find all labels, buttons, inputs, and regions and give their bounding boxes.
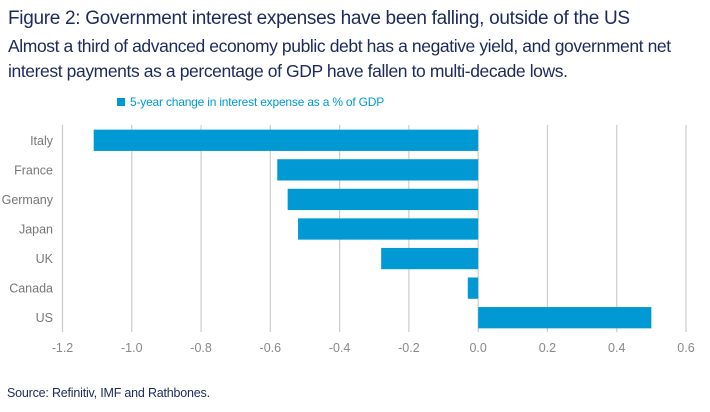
category-label: France — [14, 163, 53, 177]
category-label: Italy — [30, 134, 54, 148]
category-label: Canada — [9, 282, 53, 296]
x-tick-label: 0.2 — [539, 341, 556, 355]
legend-swatch — [117, 98, 125, 106]
bar-us — [478, 307, 652, 329]
x-tick-label: 0.6 — [677, 341, 694, 355]
x-tick-label: -0.6 — [260, 341, 282, 355]
category-label: US — [36, 311, 53, 325]
category-labels: Italy France Germany Japan UK Canada US — [2, 134, 54, 325]
bars — [93, 129, 652, 329]
bar-germany — [287, 188, 479, 211]
bar-italy — [93, 129, 479, 151]
source-note: Source: Refinitiv, IMF and Rathbones. — [7, 386, 210, 400]
bar-uk — [381, 247, 479, 270]
category-label: UK — [36, 252, 54, 266]
x-tick-label: -0.2 — [398, 341, 420, 355]
bar-japan — [298, 218, 479, 240]
x-tick-label: -0.4 — [329, 341, 351, 355]
legend: 5-year change in interest expense as a %… — [117, 95, 384, 109]
bar-canada — [467, 277, 479, 299]
x-tick-label: 0.4 — [608, 341, 625, 355]
category-label: Japan — [19, 223, 53, 237]
x-tick-labels: -1.2 -1.0 -0.8 -0.6 -0.4 -0.2 0.0 0.2 0.4 0.6 — [52, 341, 695, 355]
bar-france — [277, 159, 479, 181]
legend-label: 5-year change in interest expense as a %… — [130, 95, 385, 109]
chart-subtitle: Almost a third of advanced economy publi… — [8, 36, 671, 81]
x-tick-label: -0.8 — [190, 341, 212, 355]
x-tick-label: -1.2 — [52, 341, 74, 355]
chart-title: Figure 2: Government interest expenses h… — [8, 8, 630, 29]
x-tick-label: 0.0 — [469, 341, 486, 355]
x-tick-label: -1.0 — [121, 341, 143, 355]
category-label: Germany — [2, 193, 54, 207]
